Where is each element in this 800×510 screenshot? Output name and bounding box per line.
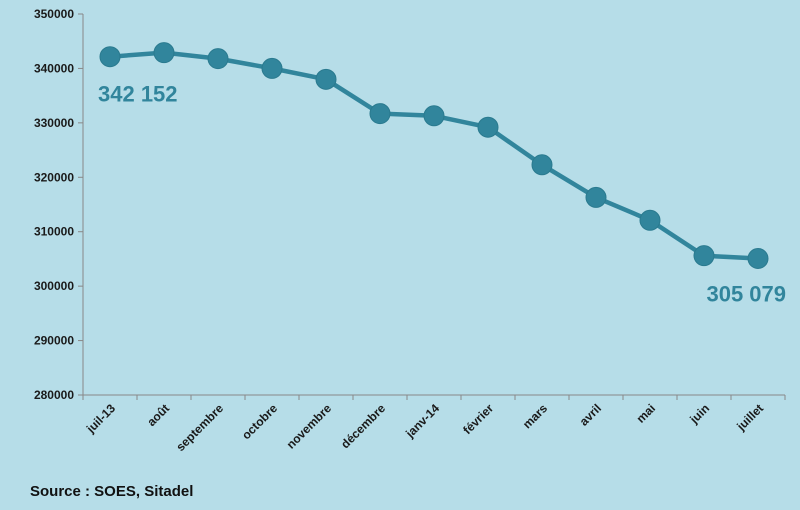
y-tick-label: 300000 <box>34 279 74 293</box>
x-tick-label: novembre <box>284 401 335 452</box>
data-point <box>369 103 391 125</box>
data-point <box>99 46 121 68</box>
x-tick-label: mars <box>520 401 550 431</box>
x-tick-label: mai <box>634 401 659 426</box>
data-point <box>207 48 229 70</box>
axes <box>82 14 785 396</box>
data-point <box>477 116 499 138</box>
x-tick-label: décembre <box>338 401 388 451</box>
data-labels: 342 152 305 079 <box>98 82 786 307</box>
data-point <box>639 209 661 231</box>
y-tick-label: 310000 <box>34 225 74 239</box>
x-tick-label: juillet <box>733 401 766 434</box>
y-tick-label: 340000 <box>34 61 74 75</box>
data-point <box>153 42 175 64</box>
data-point <box>261 57 283 79</box>
data-point <box>693 245 715 267</box>
x-tick-label: septembre <box>173 401 226 454</box>
data-point <box>315 68 337 90</box>
x-tick-label: juil-13 <box>83 401 118 436</box>
data-point <box>423 105 445 127</box>
data-label: 342 152 <box>98 82 178 107</box>
x-tick-label: juin <box>686 401 712 427</box>
y-tick-label: 350000 <box>34 7 74 21</box>
data-point <box>585 186 607 208</box>
series-line <box>109 50 759 261</box>
y-tick-label: 280000 <box>34 388 74 402</box>
y-tick-label: 330000 <box>34 116 74 130</box>
x-tick-labels: juil-13 août septembre octobre novembre décem… <box>82 395 786 454</box>
x-tick-label: octobre <box>239 401 280 442</box>
y-tick-label: 320000 <box>34 170 74 184</box>
source-note: Source : SOES, Sitadel <box>30 483 194 500</box>
data-points <box>99 42 769 269</box>
data-label: 305 079 <box>706 281 786 306</box>
data-point <box>531 154 553 176</box>
x-tick-label: février <box>460 401 496 437</box>
x-tick-label: avril <box>577 401 604 428</box>
x-tick-label: janv-14 <box>402 401 442 441</box>
data-point <box>747 247 769 269</box>
y-tick-labels: 280000 290000 300000 310000 320000 330000 3400… <box>34 7 83 402</box>
y-tick-label: 290000 <box>34 334 74 348</box>
x-tick-label: août <box>144 401 172 429</box>
